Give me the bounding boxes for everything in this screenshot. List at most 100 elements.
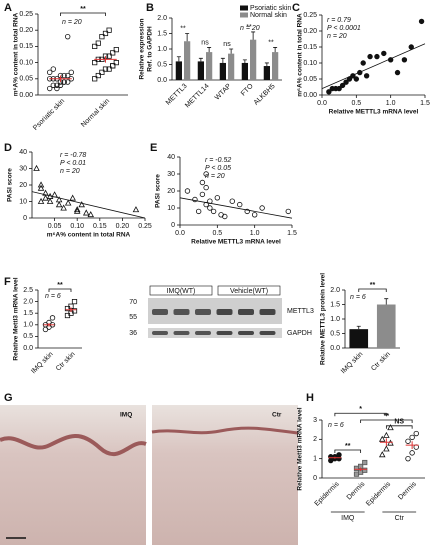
data-point [343,79,349,85]
data-point [405,455,411,462]
image-label: Ctr [272,412,282,419]
data-point [110,63,116,69]
y-tick-label: 2.0 [330,287,340,294]
x-axis-title: Relative METTL3 mRNA level [329,109,419,116]
bar [272,52,279,80]
marker-label: 36 [129,330,137,337]
data-point [71,298,78,305]
significance-label: ** [180,25,186,32]
x-tick-label: 1.0 [386,100,396,107]
x-tick-label: 0.0 [317,100,327,107]
significance-bracket [334,412,387,417]
band [195,331,211,335]
data-point [64,72,71,79]
lane-group [217,285,281,296]
panel-letter: H [306,392,314,404]
y-tick-label: 1.5 [157,30,167,37]
y-tick-label: 0 [23,215,27,222]
data-point [33,164,40,171]
regression-line [321,43,426,89]
x-tick-label: 0.15 [93,223,107,230]
data-point [92,76,98,82]
significance-label: ** [268,39,274,46]
data-point [61,79,67,85]
band [173,309,190,315]
panel-letter: E [150,142,157,154]
error-bar [220,57,225,63]
data-point [106,27,112,33]
data-point [50,66,56,72]
panel-letter: D [4,142,12,154]
significance-bracket [60,12,106,16]
y-tick-label: 1.5 [330,301,340,308]
data-point [360,60,366,66]
error-bar [273,47,278,53]
data-point [64,33,71,40]
data-point [214,195,221,201]
annotation: P < 0.05 [205,165,231,172]
significance-label: ** [370,282,376,289]
data-point [394,69,401,76]
y-tick-label: 2 [313,436,317,443]
data-point [362,467,368,473]
bar [228,53,235,80]
band [259,309,276,315]
band [195,309,211,315]
data-point [387,424,394,431]
band [238,309,254,315]
bar [250,39,257,80]
y-axis-title: m⁶A% content in total RNA [297,13,304,97]
x-tick-label: Ctr skin [55,351,77,373]
data-point [413,430,419,437]
x-tick-label: 0.20 [116,223,130,230]
y-tick-label: 0.5 [157,61,167,68]
annotation: n = 20 [60,168,80,175]
data-point [326,89,332,95]
y-tick-label: 1.5 [23,310,33,317]
data-point [251,212,258,218]
annotation: r = 0.79 [327,17,351,24]
y-tick-label: 0.05 [19,76,33,83]
y-tick-label: 0.25 [19,11,33,18]
bar [263,66,270,80]
significance-label: * [359,406,362,413]
lane-group-label: Vehicle(WT) [230,288,268,295]
histology-image [152,405,298,545]
bar [241,62,248,80]
data-point [99,69,105,75]
x-tick-label: 0.10 [70,223,84,230]
data-point [69,194,76,201]
y-axis-title: m⁶A% content in total RNA [13,12,20,96]
data-point [54,82,60,88]
data-point [61,72,67,79]
data-point [362,459,368,466]
regression-line [179,197,293,219]
data-point [87,211,95,218]
bar [175,61,182,80]
significance-label: ** [57,282,63,289]
y-tick-label: 2.5 [23,287,33,294]
data-point [329,85,335,92]
error-bar [207,47,212,53]
data-point [409,450,415,456]
annotation: n = 6 [328,422,344,429]
y-tick-label: 40 [167,154,175,161]
y-axis-title: Relative Mettl3 mRNA level [297,407,304,490]
y-axis-title: Relative METTL3 protein level [320,273,327,365]
bar [376,304,396,348]
annotation: n = 20 [240,25,260,32]
protein-label: GAPDH [287,330,312,337]
x-tick-label: 1.5 [287,230,297,237]
y-tick-label: 2.0 [157,15,167,22]
significance-label: ** [384,413,390,420]
significance-bracket [358,288,387,292]
data-point [110,50,116,56]
epidermis [151,426,299,435]
bar [219,62,226,80]
data-point [203,171,209,177]
y-tick-label: 0.10 [19,59,33,66]
annotation: n = 20 [62,19,82,26]
x-tick-label: IMQ skin [340,351,365,376]
legend-swatch [240,5,248,11]
